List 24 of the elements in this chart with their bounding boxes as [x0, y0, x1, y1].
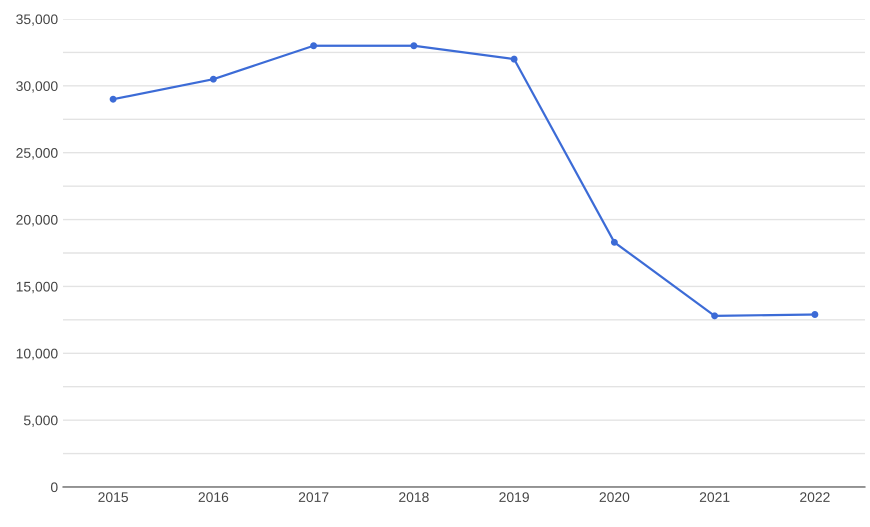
x-tick-label: 2020	[600, 492, 630, 502]
y-tick-label: 35,000	[16, 14, 58, 26]
y-tick-label: 30,000	[16, 81, 58, 93]
point	[110, 96, 117, 103]
x-tick-label: 2017	[298, 492, 328, 502]
x-tick-label: 2016	[198, 492, 228, 502]
point	[510, 56, 518, 63]
x-tick-label: 2021	[700, 492, 730, 502]
x-tick-label: 2015	[98, 492, 128, 502]
point	[210, 76, 217, 83]
y-tick-label: 25,000	[16, 148, 58, 160]
point	[811, 311, 818, 318]
point	[711, 312, 718, 320]
y-tick-label: 20,000	[16, 214, 58, 226]
x-tick-label: 2022	[800, 492, 830, 502]
point	[610, 238, 618, 246]
y-tick-label: 5,000	[24, 415, 58, 427]
point	[310, 42, 318, 50]
x-tick-label: 2019	[499, 492, 529, 502]
y-tick-label: 10,000	[16, 348, 58, 360]
y-tick-label: 15,000	[16, 282, 58, 294]
point	[410, 42, 418, 50]
x-tick-label: 2018	[399, 492, 429, 502]
y-tick-label: 0	[50, 482, 58, 492]
